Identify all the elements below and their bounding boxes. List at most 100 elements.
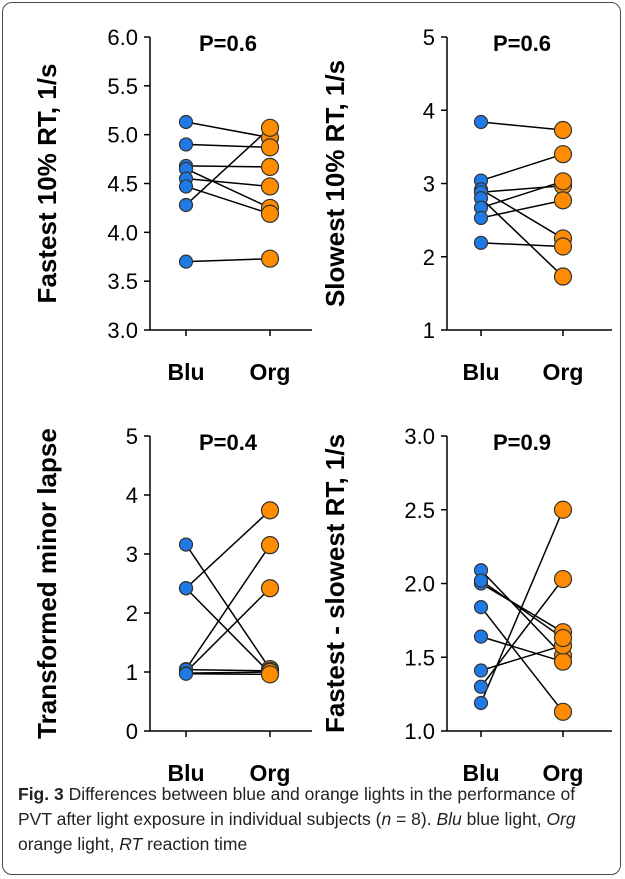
caption-abbr-org: Org bbox=[546, 809, 576, 829]
y-tick-label: 1.5 bbox=[404, 645, 435, 670]
y-tick-label: 2 bbox=[423, 245, 435, 270]
subject-line bbox=[480, 199, 564, 219]
subject-line bbox=[480, 644, 564, 672]
chart-fastest-rt: 3.0 3.5 4.0 4.5 5.0 5.5 6.0 Blu Org Fastest 10% R… bbox=[32, 25, 312, 385]
caption-def-blu: blue light, bbox=[461, 809, 547, 829]
y-tick-label: 2 bbox=[126, 601, 138, 626]
point-orange bbox=[260, 157, 280, 176]
point-orange bbox=[260, 204, 280, 223]
y-axis-label: Slowest 10% RT, 1/s bbox=[320, 60, 350, 307]
x-tick-label-blu: Blu bbox=[167, 359, 204, 385]
subject-line bbox=[480, 197, 564, 278]
y-axis-label: Fastest 10% RT, 1/s bbox=[32, 64, 62, 304]
y-tick-label: 6.0 bbox=[107, 25, 138, 50]
point-blue bbox=[473, 210, 489, 226]
point-blue bbox=[178, 581, 194, 596]
point-blue bbox=[178, 254, 194, 269]
x-tick-label-blu: Blu bbox=[462, 359, 499, 385]
point-orange bbox=[553, 569, 573, 589]
point-blue bbox=[473, 600, 489, 615]
subject-line bbox=[480, 569, 564, 657]
chart-fastest-minus-slowest: 1.0 1.5 2.0 2.5 3.0 Blu Org Fastest - slowest R… bbox=[320, 424, 612, 786]
point-orange bbox=[260, 249, 280, 268]
point-blue bbox=[473, 629, 489, 644]
point-orange bbox=[553, 500, 573, 519]
point-blue bbox=[473, 695, 489, 711]
caption-n-symbol: n bbox=[381, 809, 392, 829]
x-tick-label-org: Org bbox=[250, 359, 291, 385]
y-tick-label: 3.0 bbox=[107, 318, 138, 343]
subject-line bbox=[185, 185, 271, 215]
point-orange bbox=[553, 145, 573, 164]
y-tick-label: 4 bbox=[126, 483, 138, 508]
subject-line bbox=[185, 668, 271, 672]
subject-line bbox=[480, 121, 564, 131]
point-orange bbox=[553, 702, 573, 721]
subject-line bbox=[185, 509, 271, 589]
y-tick-label: 4.0 bbox=[107, 220, 138, 245]
chart-slowest-rt: 1 2 3 4 5 Blu Org Slowest 10% RT, 1/s P=0.6 bbox=[320, 25, 612, 385]
caption-n-value: = 8). bbox=[391, 809, 437, 829]
x-tick-label-org: Org bbox=[250, 760, 291, 786]
point-blue bbox=[178, 114, 194, 130]
y-tick-label: 5.5 bbox=[107, 74, 138, 99]
subject-line bbox=[185, 121, 271, 139]
subject-line bbox=[185, 127, 271, 206]
y-tick-label: 3 bbox=[126, 542, 138, 567]
point-blue bbox=[178, 137, 194, 152]
caption-def-rt: reaction time bbox=[142, 834, 248, 854]
point-blue bbox=[473, 114, 489, 130]
subject-line bbox=[480, 242, 564, 248]
subject-line bbox=[185, 544, 271, 670]
subject-line bbox=[480, 509, 564, 704]
y-tick-label: 3.5 bbox=[107, 269, 138, 294]
caption-abbr-rt: RT bbox=[119, 834, 143, 854]
figure-caption: Fig. 3 Differences between blue and oran… bbox=[18, 782, 613, 857]
subject-line bbox=[185, 671, 271, 674]
point-orange bbox=[553, 172, 573, 191]
subject-line bbox=[480, 180, 564, 209]
y-tick-label: 4.5 bbox=[107, 172, 138, 197]
subject-line bbox=[185, 168, 271, 209]
y-tick-label: 4 bbox=[423, 98, 435, 123]
subject-line bbox=[480, 184, 564, 194]
subject-line bbox=[480, 635, 564, 663]
chart-minor-lapse: 0 1 2 3 4 5 Blu Org Transformed minor lapse P=0.4 bbox=[32, 424, 312, 786]
subject-line bbox=[480, 153, 564, 182]
point-orange bbox=[553, 628, 573, 648]
point-orange bbox=[553, 120, 573, 140]
subject-line bbox=[480, 578, 564, 688]
point-orange bbox=[260, 665, 280, 684]
point-blue bbox=[473, 235, 489, 250]
caption-text: Differences between blue and orange ligh… bbox=[18, 784, 576, 829]
y-axis-label: Fastest - slowest RT, 1/s bbox=[320, 434, 350, 733]
p-value-label: P=0.4 bbox=[199, 430, 258, 455]
point-orange bbox=[260, 177, 280, 196]
point-orange bbox=[553, 652, 573, 671]
point-blue bbox=[473, 663, 489, 678]
subject-line bbox=[185, 673, 271, 676]
y-tick-label: 3.0 bbox=[404, 424, 435, 449]
point-blue bbox=[178, 537, 194, 552]
y-tick-label: 1.0 bbox=[404, 719, 435, 744]
point-blue bbox=[473, 573, 489, 588]
subject-line bbox=[185, 143, 271, 149]
y-tick-label: 1 bbox=[423, 318, 435, 343]
point-orange bbox=[260, 501, 280, 520]
point-blue bbox=[178, 197, 194, 213]
point-orange bbox=[553, 191, 573, 210]
point-blue bbox=[178, 666, 194, 681]
y-tick-label: 5 bbox=[126, 424, 138, 449]
x-tick-label-blu: Blu bbox=[167, 760, 204, 786]
point-orange bbox=[260, 118, 280, 137]
y-tick-label: 3 bbox=[423, 172, 435, 197]
y-tick-label: 0 bbox=[126, 719, 138, 744]
y-axis-label: Transformed minor lapse bbox=[32, 428, 62, 739]
subject-line bbox=[480, 606, 564, 713]
x-tick-label-blu: Blu bbox=[462, 760, 499, 786]
point-orange bbox=[553, 267, 573, 286]
point-orange bbox=[260, 138, 280, 157]
y-tick-label: 2.5 bbox=[404, 498, 435, 523]
point-orange bbox=[260, 536, 280, 555]
